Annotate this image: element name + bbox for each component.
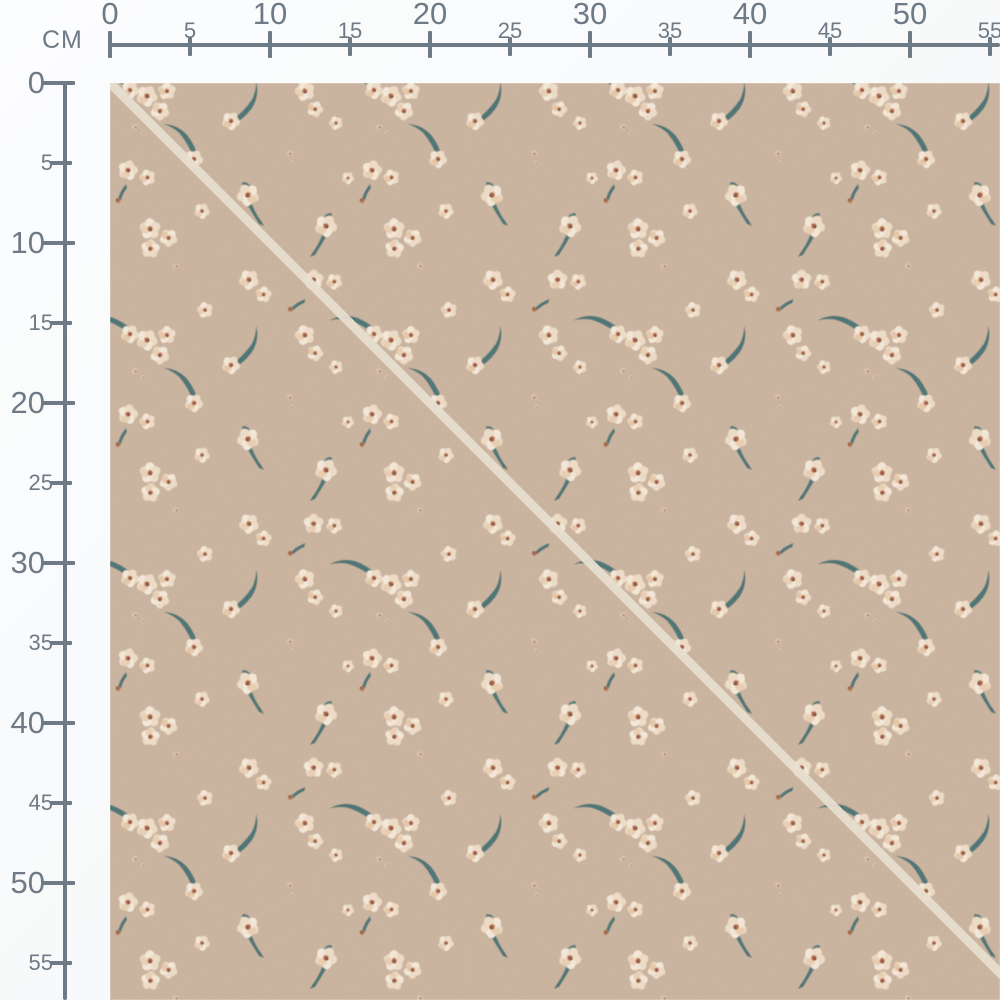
ruler-unit-label: CM: [42, 26, 83, 54]
ruler-tick-horizontal: [108, 31, 112, 58]
ruler-tick-label: 45: [28, 790, 53, 815]
ruler-tick-label: 50: [892, 0, 928, 31]
ruler-tick-vertical: [50, 641, 72, 645]
ruler-tick-vertical: [43, 721, 75, 725]
ruler-tick-horizontal: [348, 37, 352, 56]
ruler-tick-label: 40: [10, 705, 45, 740]
ruler-tick-label: 5: [183, 18, 197, 43]
ruler-tick-label: 25: [28, 470, 53, 495]
fabric-swatch-preview: [110, 83, 1000, 1000]
ruler-tick-horizontal: [268, 31, 272, 58]
ruler-tick-vertical: [43, 81, 75, 85]
ruler-tick-horizontal: [508, 37, 512, 56]
ruler-tick-horizontal: [828, 37, 832, 56]
ruler-tick-label: 30: [10, 545, 45, 580]
ruler-tick-vertical: [50, 321, 72, 325]
ruler-tick-label: 20: [10, 385, 45, 420]
ruler-tick-horizontal: [748, 31, 752, 58]
ruler-tick-label: 10: [10, 225, 45, 260]
ruler-tick-label: 15: [28, 310, 53, 335]
ruler-tick-label: 5: [40, 150, 53, 175]
ruler-tick-vertical: [43, 401, 75, 405]
ruler-tick-vertical: [43, 561, 75, 565]
ruler-tick-vertical: [50, 481, 72, 485]
ruler-tick-label: 45: [817, 18, 843, 43]
ruler-vertical-line: [63, 83, 67, 1000]
ruler-tick-horizontal: [188, 37, 192, 56]
ruler-tick-label: 0: [101, 0, 119, 31]
ruler-tick-vertical: [50, 801, 72, 805]
ruler-tick-vertical: [43, 881, 75, 885]
ruler-tick-horizontal: [668, 37, 672, 56]
ruler-horizontal-line: [110, 43, 1000, 47]
ruler-tick-horizontal: [428, 31, 432, 58]
ruler-tick-label: 30: [572, 0, 608, 31]
ruler-tick-label: 0: [27, 65, 45, 100]
ruler-tick-label: 50: [10, 865, 45, 900]
ruler-tick-horizontal: [988, 37, 992, 56]
ruler-tick-label: 15: [337, 18, 363, 43]
ruler-tick-horizontal: [588, 31, 592, 58]
fabric-texture-noise: [110, 83, 1000, 1000]
ruler-tick-label: 20: [412, 0, 448, 31]
ruler-tick-vertical: [50, 961, 72, 965]
ruler-tick-label: 10: [252, 0, 288, 31]
ruler-tick-label: 55: [977, 18, 1000, 43]
ruler-tick-label: 35: [657, 18, 683, 43]
ruler-tick-vertical: [43, 241, 75, 245]
ruler-tick-vertical: [50, 161, 72, 165]
ruler-tick-label: 40: [732, 0, 768, 31]
ruler-tick-label: 25: [497, 18, 523, 43]
ruler-tick-horizontal: [908, 31, 912, 58]
ruler-tick-label: 55: [28, 950, 53, 975]
ruler-tick-label: 35: [28, 630, 53, 655]
